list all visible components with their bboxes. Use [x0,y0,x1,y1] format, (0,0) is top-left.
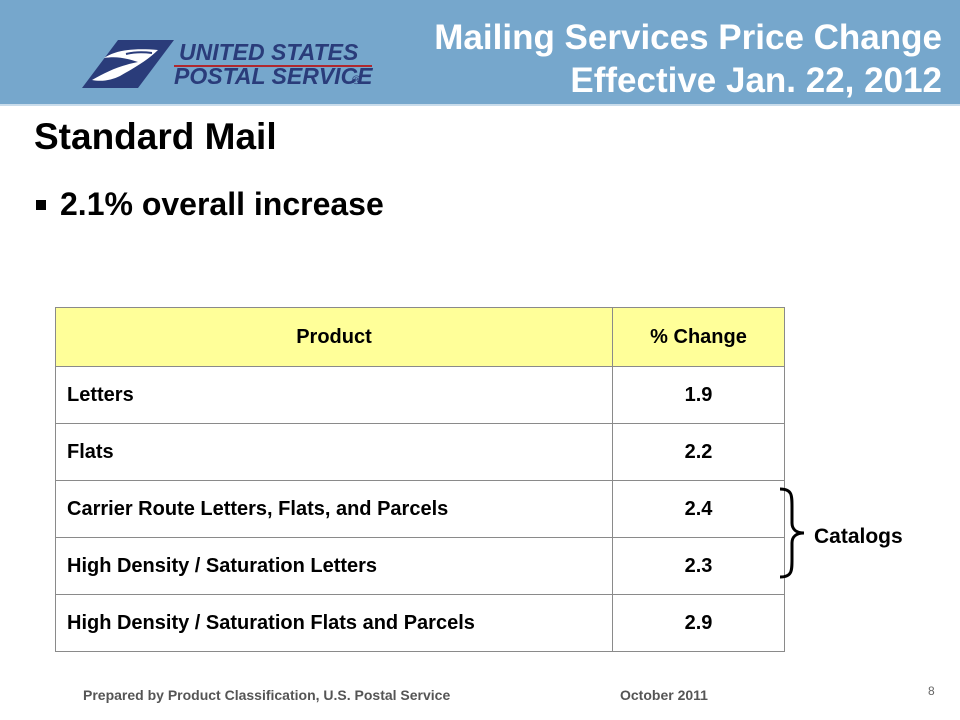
footer-prepared-by: Prepared by Product Classification, U.S.… [83,687,451,703]
column-header-change: % Change [612,307,785,367]
product-cell: Flats [55,423,613,481]
change-cell: 1.9 [612,366,785,424]
bullet-item: 2.1% overall increase [36,186,384,223]
product-cell: Letters [55,366,613,424]
column-header-product: Product [55,307,613,367]
table-row: Flats 2.2 [55,423,785,481]
logo-line1: UNITED STATES [179,39,359,65]
bullet-text: 2.1% overall increase [60,186,384,222]
table-row: Letters 1.9 [55,366,785,424]
product-cell: High Density / Saturation Flats and Parc… [55,594,613,652]
page-number: 8 [928,684,935,698]
change-cell: 2.9 [612,594,785,652]
slide-header: UNITED STATES POSTAL SERVICE ® Mailing S… [0,0,960,106]
change-cell: 2.4 [612,480,785,538]
product-cell: Carrier Route Letters, Flats, and Parcel… [55,480,613,538]
header-title-line1: Mailing Services Price Change [434,18,942,57]
catalogs-label: Catalogs [814,525,903,548]
logo-line2: POSTAL SERVICE [174,63,373,89]
product-cell: High Density / Saturation Letters [55,537,613,595]
page-title: Standard Mail [34,116,277,157]
right-curly-brace-icon [776,487,808,579]
header-title: Mailing Services Price Change Effective … [434,16,942,102]
usps-logo: UNITED STATES POSTAL SERVICE ® [82,36,382,90]
footer-date: October 2011 [620,687,708,703]
price-change-table: Product % Change Letters 1.9 Flats 2.2 C… [55,307,785,652]
square-bullet-icon [36,199,46,210]
table-header-row: Product % Change [55,307,785,367]
eagle-icon: UNITED STATES POSTAL SERVICE ® [82,39,373,89]
header-title-line2: Effective Jan. 22, 2012 [570,61,942,100]
table-row: Carrier Route Letters, Flats, and Parcel… [55,480,785,538]
registered-mark: ® [352,73,361,87]
change-cell: 2.2 [612,423,785,481]
table-row: High Density / Saturation Letters 2.3 [55,537,785,595]
change-cell: 2.3 [612,537,785,595]
table-row: High Density / Saturation Flats and Parc… [55,594,785,652]
